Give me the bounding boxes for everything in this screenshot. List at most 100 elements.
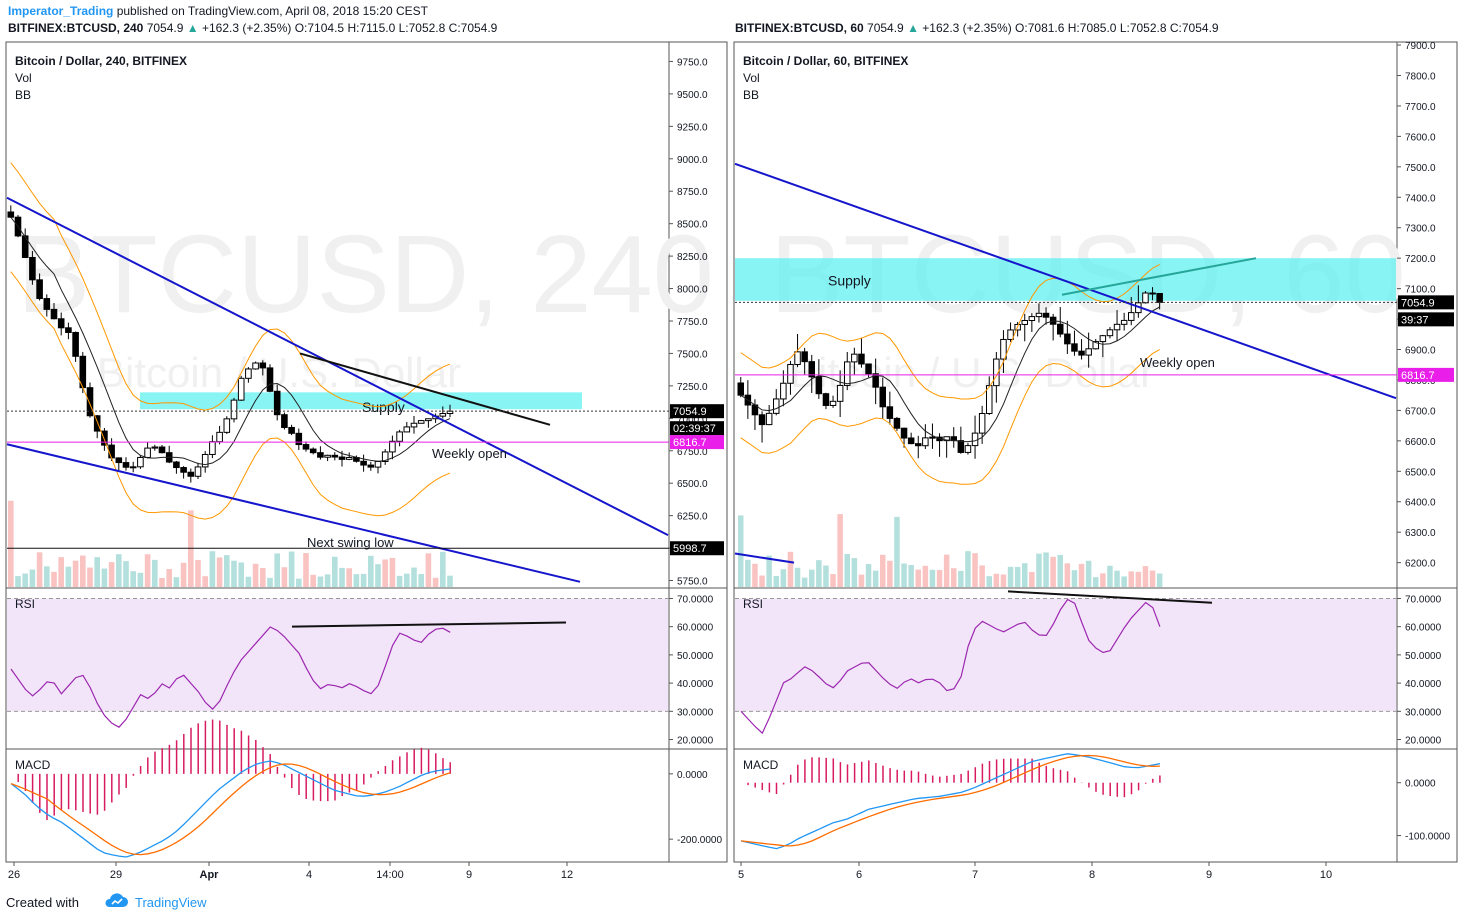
right-quote: BITFINEX:BTCUSD, 60 7054.9 ▲ +162.3 (+2.… xyxy=(735,21,1219,35)
candle-body xyxy=(879,386,886,408)
volume-bar xyxy=(238,562,244,587)
price-tick-label: 7100.0 xyxy=(1405,285,1436,296)
volume-bar xyxy=(173,577,180,587)
volume-bar xyxy=(152,559,158,587)
macd-signal-line xyxy=(10,763,451,856)
volume-bar xyxy=(216,557,223,587)
right-close: C:7054.9 xyxy=(1169,21,1219,35)
rsi-tick-label: 40.0000 xyxy=(1405,679,1442,690)
right-change: ▲ +162.3 (+2.35%) xyxy=(907,21,1012,35)
indicator-label-bb: BB xyxy=(15,88,31,102)
series-title: Bitcoin / Dollar, 240, BITFINEX xyxy=(15,54,187,68)
volume-bar xyxy=(411,567,417,587)
candle-body xyxy=(295,432,303,446)
weekly-open-badge: 6816.7 xyxy=(1401,370,1435,382)
volume-bar xyxy=(159,578,165,587)
volume-bar xyxy=(195,560,201,587)
volume-bar xyxy=(310,574,316,587)
volume-bar xyxy=(368,555,374,587)
volume-bar xyxy=(80,555,86,587)
bb-upper xyxy=(10,162,451,411)
candle-body xyxy=(787,363,794,384)
price-tick-label: 7250.0 xyxy=(677,382,708,393)
volume-bar xyxy=(851,558,858,587)
candle-body xyxy=(1128,312,1135,321)
volume-bar xyxy=(894,516,900,587)
candle-body xyxy=(439,413,447,417)
chart-panel-left: BTCUSD, 240 Bitcoin / U.S. Dollar Bitcoin … xyxy=(5,41,728,881)
panel-frame xyxy=(733,41,1458,863)
candle-body xyxy=(1057,323,1064,335)
candle-body xyxy=(72,331,79,357)
rsi-tick-label: 30.0000 xyxy=(1405,707,1442,718)
last-price-badge: 7054.9 xyxy=(1401,297,1435,309)
countdown-badge-bg xyxy=(1398,312,1454,327)
candle-body xyxy=(317,452,324,458)
candle-body xyxy=(1106,329,1114,337)
candle-body xyxy=(367,464,375,468)
candle-body xyxy=(1149,292,1156,295)
volume-bar xyxy=(972,553,978,587)
rsi-tick-label: 60.0000 xyxy=(677,623,714,634)
volume-bar xyxy=(766,555,772,587)
candle-body xyxy=(201,453,209,468)
candle-body xyxy=(822,393,830,406)
volume-bar xyxy=(1000,574,1007,587)
left-last: 7054.9 xyxy=(146,21,184,35)
rsi-tick-label: 50.0000 xyxy=(1405,651,1442,662)
swing-low-badge-bg xyxy=(670,541,724,556)
volume-bar xyxy=(1078,563,1085,587)
x-tick-label: 9 xyxy=(466,869,472,881)
price-tick-label: 7000.0 xyxy=(677,414,708,425)
candle-body xyxy=(765,412,773,426)
price-tick-label: 8500.0 xyxy=(677,220,708,231)
candle-body xyxy=(252,362,259,370)
candle-body xyxy=(758,414,766,426)
publish-line: Imperator_Trading published on TradingVi… xyxy=(8,4,428,18)
candle-body xyxy=(844,361,851,386)
candle-body xyxy=(780,382,787,400)
volume-bar xyxy=(1085,560,1092,587)
candle-body xyxy=(194,466,202,477)
countdown-badge: 39:37 xyxy=(1401,314,1429,326)
candle-body xyxy=(237,377,245,401)
rsi-tick-label: 20.0000 xyxy=(677,736,714,747)
volume-bar xyxy=(382,559,388,587)
x-tick-label: 8 xyxy=(1089,869,1095,881)
volume-bar xyxy=(353,574,360,587)
watermark-symbol: BTCUSD, 240 xyxy=(17,213,714,336)
last-price-badge: 7054.9 xyxy=(673,406,707,418)
candle-body xyxy=(1113,323,1121,331)
volume-bar xyxy=(1093,577,1099,587)
candle-body xyxy=(957,440,965,453)
bb-basis xyxy=(10,216,451,466)
candle-body xyxy=(223,418,231,433)
watermark-description: Bitcoin / U.S. Dollar xyxy=(97,349,461,396)
candle-body xyxy=(288,426,295,434)
weekly-open-label: Weekly open xyxy=(1140,355,1215,370)
volume-bar xyxy=(94,557,100,587)
watermark-description: Bitcoin / U.S. Dollar xyxy=(790,349,1154,396)
x-tick-label: 26 xyxy=(8,869,20,881)
candle-body xyxy=(187,471,195,477)
candle-body xyxy=(302,444,310,450)
author-link[interactable]: Imperator_Trading xyxy=(8,4,114,18)
candle-body xyxy=(858,353,865,365)
candle-body xyxy=(993,358,1000,387)
volume-bar xyxy=(339,567,345,587)
tradingview-brand-link[interactable]: TradingView xyxy=(134,895,207,910)
volume-bar xyxy=(865,564,872,587)
volume-bar xyxy=(303,552,309,587)
candle-body xyxy=(209,441,216,455)
volume-bar xyxy=(1142,566,1149,587)
bb-lower xyxy=(10,271,451,520)
candle-body xyxy=(964,445,972,453)
supply-label: Supply xyxy=(828,273,871,289)
candle-body xyxy=(50,308,58,320)
candle-body xyxy=(410,422,418,428)
volume-bar xyxy=(1107,565,1113,587)
weekly-open-badge-bg xyxy=(670,435,724,450)
candle-body xyxy=(737,382,744,396)
volume-bar xyxy=(738,515,744,587)
